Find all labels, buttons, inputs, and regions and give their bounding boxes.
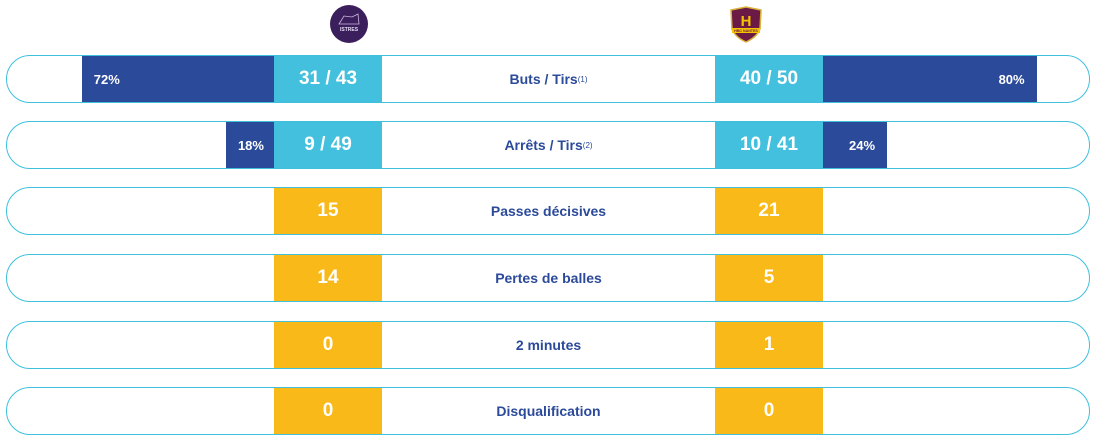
away-value: 1 <box>715 322 823 368</box>
home-team-name: ISTRES <box>340 27 359 33</box>
stat-label-text: 2 minutes <box>515 337 582 353</box>
stat-label: Pertes de balles <box>382 255 715 301</box>
home-value: 14 <box>274 255 382 301</box>
svg-text:H: H <box>741 13 752 30</box>
home-percent: 18% <box>237 137 264 153</box>
stat-label-text: Buts / Tirs <box>509 71 578 87</box>
away-value: 0 <box>715 388 823 434</box>
stat-row: 18% 24% 9 / 49 Arrêts / Tirs (2) 10 / 41 <box>6 121 1090 169</box>
stat-label-text: Arrêts / Tirs <box>504 137 583 153</box>
home-percent: 72% <box>93 71 120 87</box>
away-percent-bar: 80% <box>823 56 1037 102</box>
home-percent-bar: 72% <box>81 56 274 102</box>
home-value: 31 / 43 <box>274 56 382 102</box>
away-team-logo: H HBC NANTES <box>730 6 762 43</box>
home-value: 9 / 49 <box>274 122 382 168</box>
away-percent-bar: 24% <box>823 122 888 168</box>
stat-row: 15 Passes décisives 21 <box>6 187 1090 235</box>
footnote-marker: (1) <box>577 74 588 84</box>
stat-label: 2 minutes <box>382 322 715 368</box>
away-percent: 80% <box>998 71 1025 87</box>
stat-label: Passes décisives <box>382 188 715 234</box>
home-value: 0 <box>274 388 382 434</box>
away-value: 10 / 41 <box>715 122 823 168</box>
away-percent: 24% <box>849 137 876 153</box>
stat-label-text: Disqualification <box>496 403 601 419</box>
stat-label-text: Passes décisives <box>490 203 607 219</box>
stat-row: 0 2 minutes 1 <box>6 321 1090 369</box>
away-value: 5 <box>715 255 823 301</box>
away-value: 21 <box>715 188 823 234</box>
stat-label: Arrêts / Tirs (2) <box>382 122 715 168</box>
home-value: 15 <box>274 188 382 234</box>
home-team-logo: ISTRES <box>330 5 368 43</box>
home-value: 0 <box>274 322 382 368</box>
stat-row: 14 Pertes de balles 5 <box>6 254 1090 302</box>
away-team-name: HBC NANTES <box>734 29 758 33</box>
stat-label: Buts / Tirs (1) <box>382 56 715 102</box>
home-percent-bar: 18% <box>225 122 274 168</box>
stat-row: 72% 80% 31 / 43 Buts / Tirs (1) 40 / 50 <box>6 55 1090 103</box>
stat-label-text: Pertes de balles <box>495 270 602 286</box>
away-value: 40 / 50 <box>715 56 823 102</box>
stat-row: 0 Disqualification 0 <box>6 387 1090 435</box>
footnote-marker: (2) <box>582 140 593 150</box>
stat-label: Disqualification <box>382 388 715 434</box>
